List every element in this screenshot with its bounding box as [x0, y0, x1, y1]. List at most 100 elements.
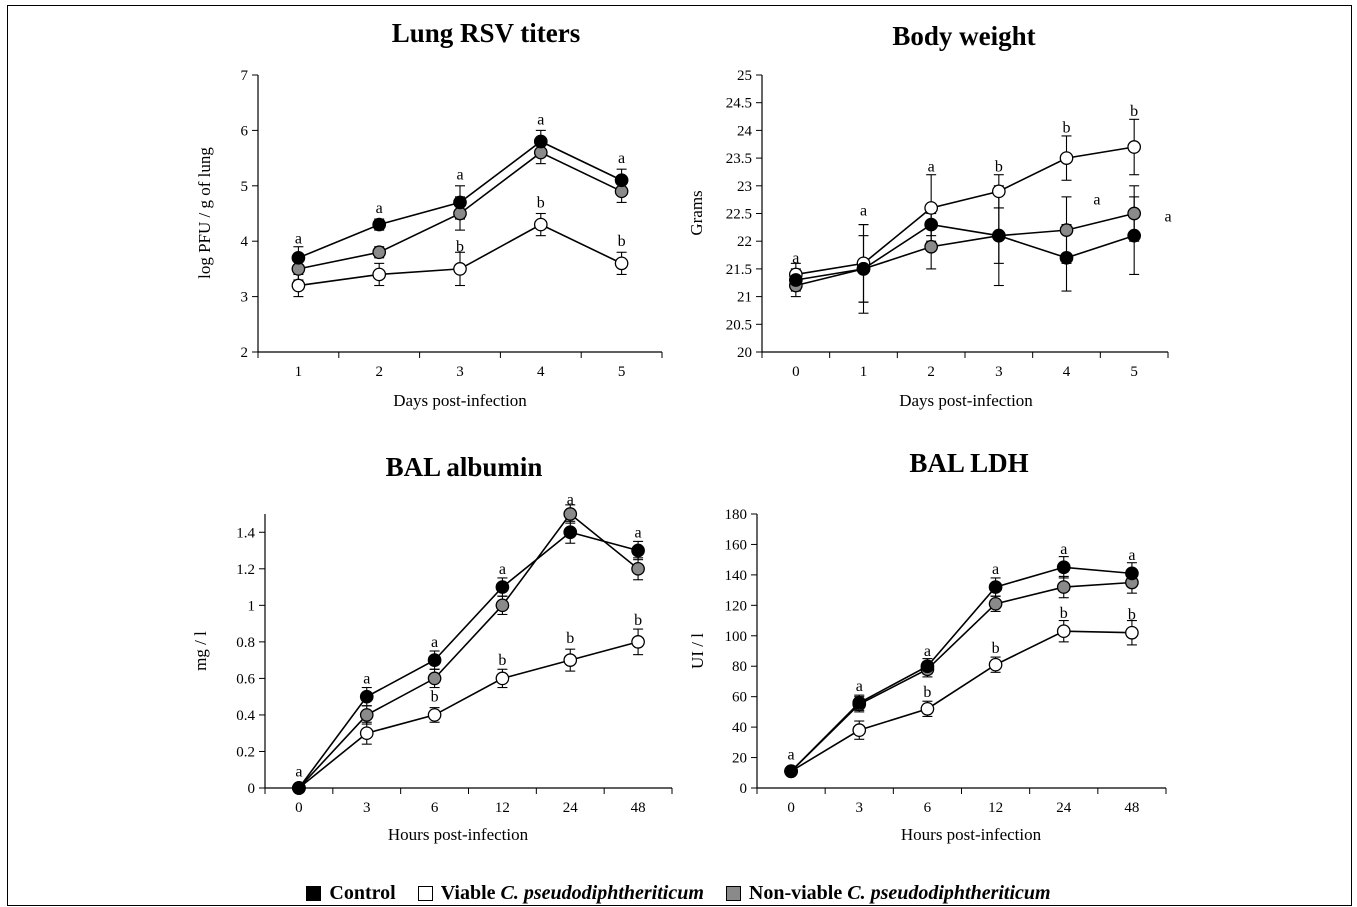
x-tick-label: 12	[988, 800, 1003, 816]
data-point-nonviable	[427, 671, 442, 686]
y-tick-label: 24	[737, 123, 753, 139]
significance-label: b	[923, 684, 931, 701]
data-point-control	[852, 695, 867, 710]
x-tick-label: 24	[1056, 800, 1072, 816]
y-tick-label: 20.5	[726, 317, 752, 333]
y-tick-label: 0.8	[236, 635, 255, 651]
data-point-viable	[924, 201, 939, 215]
data-point-viable	[359, 726, 374, 741]
data-point-nonviable	[924, 239, 939, 254]
y-tick-label: 22.5	[726, 207, 752, 223]
x-tick-label: 1	[295, 364, 303, 380]
significance-label: a	[924, 643, 931, 660]
legend-label-control: Control	[329, 882, 396, 904]
significance-label: a	[499, 561, 506, 578]
significance-label: b	[992, 640, 1000, 657]
chart-title: Lung RSV titers	[392, 18, 581, 48]
data-point-control	[359, 689, 374, 704]
data-point-viable	[291, 278, 306, 293]
significance-label: a	[295, 230, 302, 247]
data-point-control	[988, 580, 1003, 594]
significance-label: a	[635, 524, 642, 541]
legend-swatch-nonviable	[725, 886, 741, 901]
legend-item-control: Control	[306, 882, 396, 905]
data-point-nonviable	[1127, 206, 1142, 221]
legend: Control Viable C. pseudodiphtheriticum N…	[0, 880, 1357, 907]
significance-label: a	[363, 670, 370, 687]
legend-label-nonviable: Non-viable C. pseudodiphtheriticum	[748, 882, 1051, 904]
series-line-control	[795, 223, 1135, 281]
significance-label: a	[295, 764, 302, 781]
chart-panel-2: Body weight2020.52121.52222.52323.52424.…	[687, 21, 1172, 410]
x-tick-label: 48	[1124, 800, 1139, 816]
significance-label: a	[431, 634, 438, 651]
significance-label: a	[992, 561, 999, 578]
data-point-viable	[614, 256, 629, 271]
y-tick-label: 4	[241, 234, 249, 250]
significance-label: a	[788, 747, 795, 764]
data-point-control	[1059, 250, 1074, 265]
data-point-control	[920, 659, 935, 674]
x-tick-label: 6	[431, 800, 439, 816]
x-tick-label: 3	[856, 800, 864, 816]
y-tick-label: 24.5	[726, 96, 752, 112]
y-tick-label: 1	[248, 598, 256, 614]
significance-label: a	[1060, 541, 1067, 558]
y-tick-label: 40	[732, 720, 747, 736]
y-tick-label: 0.6	[236, 671, 255, 687]
series-line-control	[790, 566, 1132, 772]
y-tick-label: 25	[737, 68, 752, 84]
data-point-nonviable	[495, 598, 510, 613]
data-point-control	[1056, 560, 1071, 575]
data-point-nonviable	[631, 561, 645, 576]
y-tick-label: 1.4	[236, 525, 255, 541]
x-tick-label: 5	[1130, 364, 1138, 380]
legend-item-nonviable: Non-viable C. pseudodiphtheriticum	[725, 882, 1051, 905]
data-point-control	[788, 273, 803, 287]
data-point-control	[614, 173, 629, 188]
data-point-viable	[427, 708, 442, 722]
y-tick-label: 3	[241, 290, 249, 306]
data-point-control	[631, 543, 645, 558]
x-tick-label: 3	[363, 800, 371, 816]
x-tick-label: 24	[563, 800, 579, 816]
x-tick-label: 3	[456, 364, 464, 380]
data-point-control	[1127, 228, 1142, 243]
significance-label: a	[860, 203, 867, 220]
significance-label: a	[856, 678, 863, 695]
x-axis-label: Hours post-infection	[388, 825, 529, 844]
chart-title: Body weight	[892, 21, 1035, 51]
figure-border	[7, 5, 1352, 906]
significance-label: b	[537, 194, 545, 211]
significance-label: b	[456, 239, 464, 256]
significance-label: a	[456, 167, 463, 184]
y-tick-label: 0	[740, 781, 748, 797]
y-tick-label: 80	[732, 659, 747, 675]
data-point-nonviable	[988, 596, 1003, 611]
data-point-viable	[1056, 624, 1071, 639]
significance-label: b	[498, 652, 506, 669]
significance-label: a	[792, 250, 799, 267]
y-tick-label: 21.5	[726, 262, 752, 278]
data-point-nonviable	[1059, 223, 1074, 237]
data-point-viable	[988, 657, 1003, 672]
chart-panel-3: BAL albumin 0 0.2 0.4 0.6 0.8 1 1.2 1.4 0 3 6 12 24 48…	[191, 452, 673, 844]
y-axis-label: UI / l	[688, 633, 707, 669]
chart-panel-4: BAL LDH 0 20 40 60 80 100 120 140 160 180 0 3 6 12 24 48…	[688, 448, 1167, 844]
series-line-viable	[790, 630, 1132, 772]
legend-swatch-control	[306, 886, 322, 901]
x-axis-label: Days post-infection	[899, 391, 1033, 410]
data-point-viable	[1125, 625, 1139, 640]
chart-title: BAL albumin	[386, 452, 543, 482]
x-tick-label: 48	[631, 800, 646, 816]
x-tick-label: 2	[375, 364, 383, 380]
y-axis-label: mg / l	[191, 631, 210, 671]
data-point-nonviable	[372, 245, 387, 260]
y-tick-label: 23	[737, 179, 752, 195]
data-point-control	[292, 781, 306, 795]
data-point-viable	[495, 671, 510, 686]
significance-label: b	[431, 689, 439, 706]
x-tick-label: 2	[927, 364, 935, 380]
y-tick-label: 2	[241, 345, 249, 361]
